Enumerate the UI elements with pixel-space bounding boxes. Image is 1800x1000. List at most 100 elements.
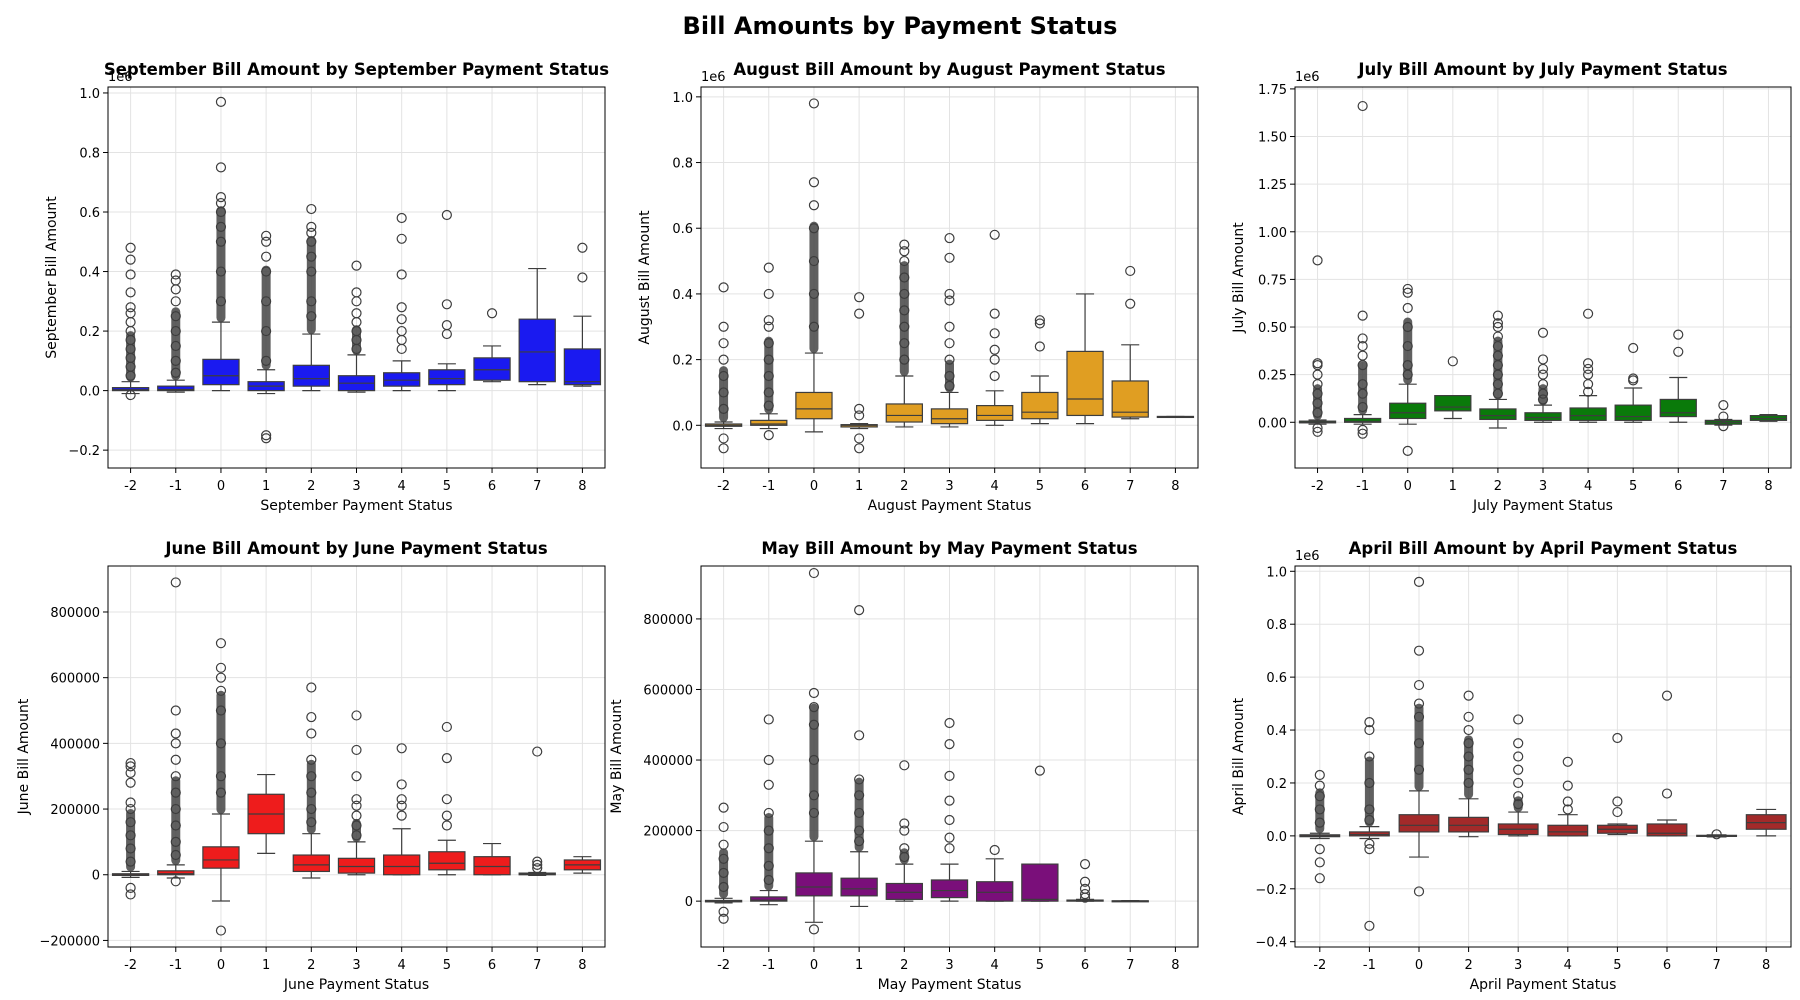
outlier-point (854, 790, 865, 801)
box-iqr (202, 358, 240, 386)
chart-title: August Bill Amount by August Payment Sta… (733, 60, 1165, 79)
box-iqr (563, 348, 602, 386)
outlier-point (1463, 738, 1474, 749)
outlier-point (170, 367, 181, 378)
outlier-point (763, 430, 774, 441)
x-tick-label: 2 (307, 958, 315, 973)
outlier-point (170, 311, 181, 322)
box-iqr (428, 851, 466, 871)
box-iqr (518, 318, 556, 383)
outlier-point (1628, 342, 1639, 354)
chart-title: April Bill Amount by April Payment Statu… (1349, 539, 1738, 558)
outlier-point (808, 687, 820, 699)
axes-frame (107, 565, 606, 948)
y-tick-label: 1.25 (1258, 178, 1287, 193)
outlier-point (763, 874, 774, 886)
outlier-point (1413, 576, 1425, 587)
outlier-point (351, 820, 362, 831)
outlier-point (1364, 844, 1375, 855)
outlier-point (808, 177, 820, 188)
outlier-point (718, 802, 729, 813)
outlier-point (215, 162, 227, 173)
x-tick-label: 7 (533, 479, 541, 494)
outlier-point (1463, 751, 1474, 762)
box-7 (518, 267, 556, 386)
y-tick-label: 0.00 (1258, 416, 1287, 431)
box-2 (1479, 310, 1517, 429)
outlier-point (1034, 315, 1045, 326)
outlier-point (1402, 287, 1413, 298)
outlier-point (1513, 751, 1524, 762)
outlier-point (763, 860, 774, 871)
outlier-point (1492, 318, 1504, 329)
x-tick-label: -2 (124, 479, 137, 494)
x-tick-label: 1 (262, 958, 270, 973)
outlier-point (1402, 340, 1413, 352)
outlier-point (718, 853, 729, 864)
outlier-point (718, 443, 729, 454)
outlier-point (1492, 310, 1504, 321)
outlier-point (1711, 829, 1722, 840)
outlier-point (1562, 796, 1573, 807)
x-tick-label: 1 (855, 958, 863, 973)
y-tick-label: 1.0 (672, 91, 693, 106)
outlier-point (899, 255, 910, 267)
box-3 (930, 717, 969, 902)
outlier-point (1463, 724, 1474, 736)
outlier-point (1612, 796, 1623, 807)
box-0 (1389, 283, 1427, 456)
outlier-point (1463, 764, 1474, 775)
outlier-point (215, 296, 227, 307)
axes-frame (1294, 565, 1792, 948)
x-tick-label: 7 (1126, 479, 1134, 494)
outlier-point (170, 275, 181, 286)
outlier-point (396, 325, 407, 337)
outlier-point (1125, 265, 1136, 277)
outlier-point (125, 889, 136, 900)
outlier-point (215, 266, 227, 277)
outlier-cluster (352, 325, 361, 355)
box-iqr (795, 872, 833, 897)
outlier-point (125, 254, 136, 265)
outlier-cluster (126, 331, 136, 382)
outlier-point (1582, 363, 1594, 375)
outlier-point (1357, 424, 1368, 435)
x-tick-label: 4 (991, 479, 999, 494)
outlier-point (396, 800, 407, 811)
outlier-point (170, 836, 181, 847)
box-3 (337, 260, 376, 393)
y-scale-offset: 1e6 (701, 70, 726, 85)
outlier-point (1673, 346, 1684, 357)
outlier-point (1364, 804, 1375, 815)
outlier-point (1612, 806, 1623, 818)
outlier-point (1582, 369, 1594, 380)
outlier-point (306, 227, 317, 238)
box-iqr (292, 364, 330, 387)
box-6 (473, 308, 511, 383)
box-0 (1398, 576, 1440, 897)
x-tick-label: -1 (1363, 958, 1376, 973)
outlier-point (170, 787, 181, 798)
box--2 (111, 757, 150, 900)
box-iqr (1348, 831, 1390, 837)
y-tick-label: 1.0 (1266, 565, 1287, 580)
outlier-point (763, 807, 774, 819)
x-tick-label: 3 (352, 958, 360, 973)
outlier-point (170, 820, 181, 831)
box-iqr (202, 846, 240, 869)
x-tick-label: 4 (1584, 479, 1592, 494)
outlier-cluster (854, 777, 864, 852)
outlier-point (1413, 698, 1425, 709)
y-tick-label: 0.2 (1266, 777, 1287, 792)
chart-panel: −0.4 −0.2 0.0 0.2 0.4 0.6 0.8 1.0 -2 -1 0 2 3 4 5 6 7 8 Ap… (1231, 539, 1792, 993)
outlier-point (1513, 714, 1524, 725)
y-tick-label: 0.8 (672, 157, 693, 172)
outlier-point (1612, 732, 1623, 744)
outlier-point (351, 744, 362, 756)
outlier-point (1562, 804, 1573, 815)
outlier-point (441, 810, 452, 821)
outlier-point (854, 604, 865, 616)
axes-frame (1294, 86, 1792, 469)
chart-title: September Bill Amount by September Payme… (104, 60, 609, 79)
outlier-point (1582, 308, 1594, 319)
